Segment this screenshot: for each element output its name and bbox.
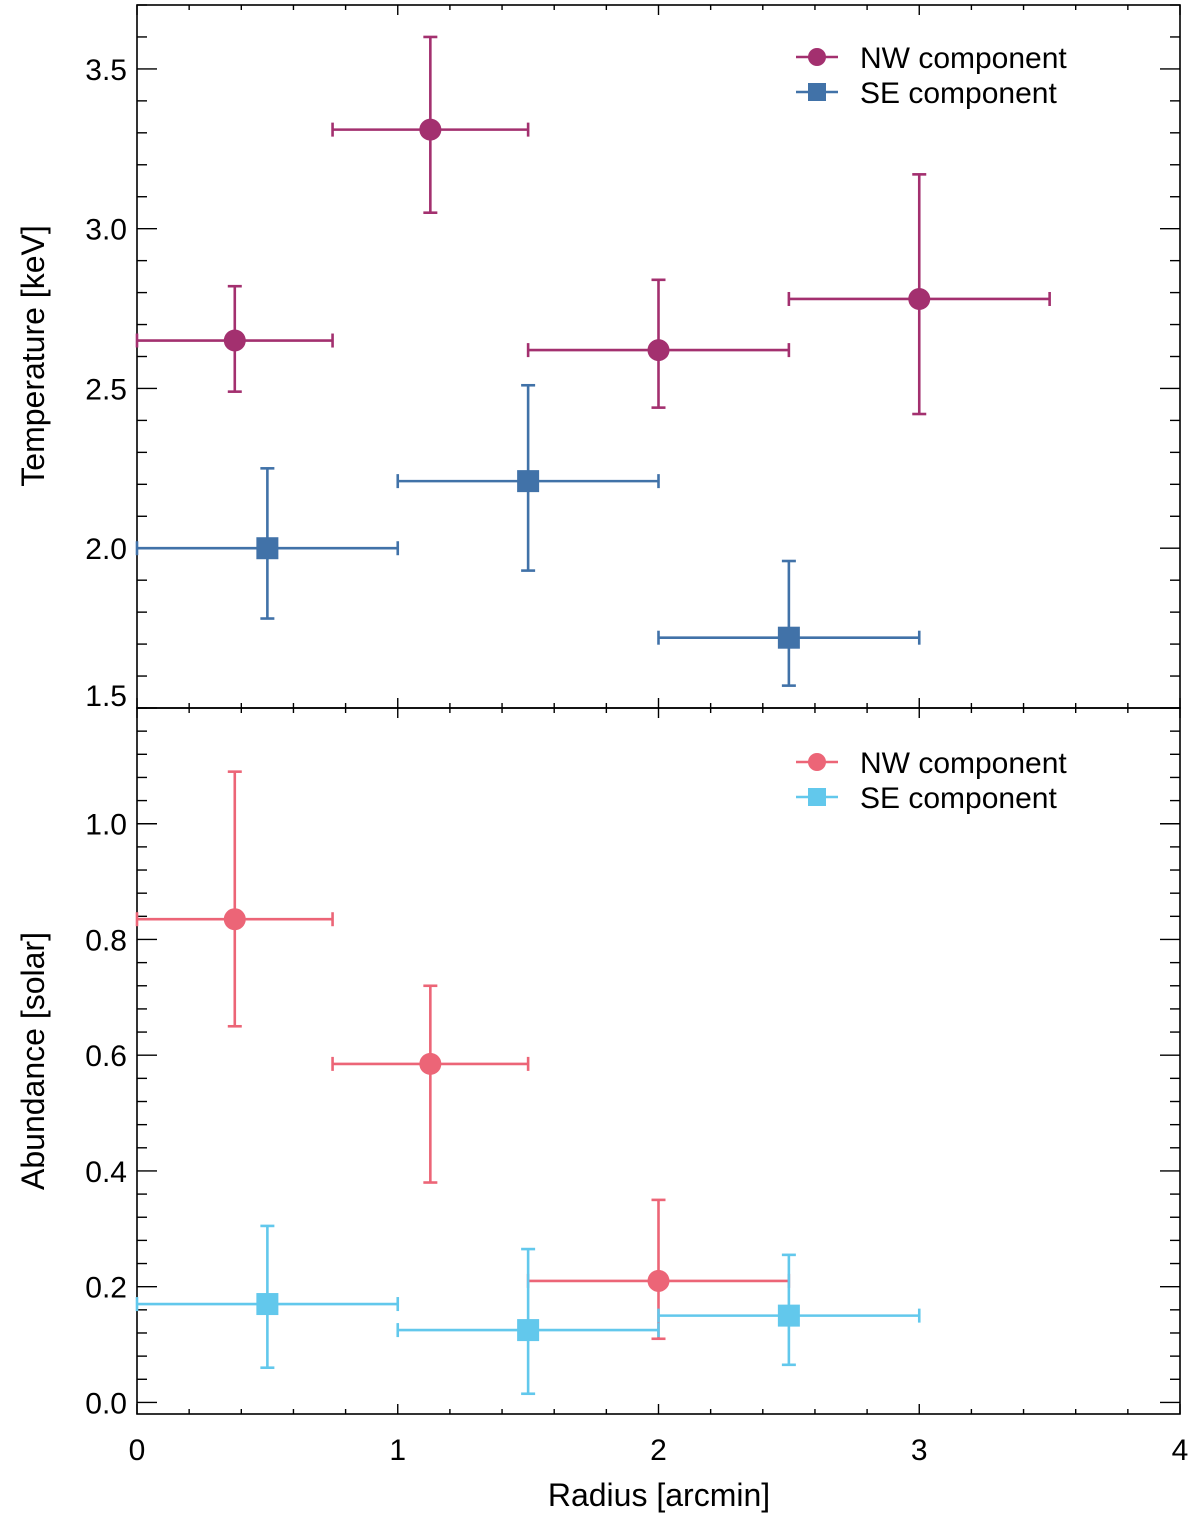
circle-marker — [908, 287, 931, 310]
data-point — [135, 770, 334, 1028]
y-axis-title: Temperature [keV] — [15, 225, 51, 486]
data-point — [657, 559, 921, 687]
square-marker — [777, 1304, 800, 1327]
y-tick-label: 1.0 — [85, 809, 127, 842]
x-tick-label: 1 — [389, 1434, 406, 1467]
y-tick-label: 0.2 — [85, 1272, 127, 1305]
legend-entry: NW component — [796, 747, 1067, 780]
legend-label: SE component — [860, 77, 1057, 110]
data-point — [396, 1247, 660, 1396]
y-tick-label: 0.6 — [85, 1040, 127, 1073]
legend-label: SE component — [860, 782, 1057, 815]
x-axis-title: Radius [arcmin] — [548, 1477, 770, 1513]
legend-square-marker — [808, 788, 826, 806]
legend-entry: SE component — [796, 77, 1057, 110]
data-point — [135, 467, 400, 620]
y-axis-title: Abundance [solar] — [15, 932, 51, 1190]
y-tick-label: 0.0 — [85, 1387, 127, 1420]
square-marker — [256, 537, 279, 560]
square-marker — [517, 1319, 540, 1342]
y-tick-label: 3.5 — [85, 54, 127, 87]
data-point — [135, 1224, 400, 1370]
legend-circle-marker — [808, 753, 826, 771]
legend-label: NW component — [860, 42, 1067, 75]
x-tick-label: 4 — [1172, 1434, 1189, 1467]
legend-circle-marker — [808, 48, 826, 66]
square-marker — [256, 1293, 279, 1316]
circle-marker — [223, 329, 246, 352]
data-point — [331, 35, 530, 215]
temperature-panel: 1.5 2.0 2.5 3.0 3.5 Temperature [keV] NW compo… — [15, 4, 1181, 713]
data-point — [331, 984, 530, 1184]
circle-marker — [419, 1052, 442, 1075]
legend-entry: SE component — [796, 782, 1057, 815]
legend-square-marker — [808, 83, 826, 101]
y-tick-label: 0.8 — [85, 924, 127, 957]
y-tick-label: 1.5 — [85, 680, 127, 713]
abundance-panel: 0.0 0.2 0.4 0.6 0.8 1.0 0 1 2 3 4 Abundance [solar]… — [15, 707, 1189, 1513]
data-point — [657, 1253, 921, 1367]
y-tick-label: 2.0 — [85, 533, 127, 566]
legend-label: NW component — [860, 747, 1067, 780]
x-tick-label: 2 — [650, 1434, 667, 1467]
legend-entry: NW component — [796, 42, 1067, 75]
x-tick-label: 0 — [129, 1434, 146, 1467]
data-point — [526, 278, 791, 409]
x-tick-label: 3 — [911, 1434, 928, 1467]
data-point — [787, 173, 1051, 416]
y-tick-label: 0.4 — [85, 1156, 127, 1189]
square-marker — [777, 626, 800, 649]
circle-marker — [647, 1269, 670, 1292]
square-marker — [517, 470, 540, 493]
data-point — [396, 383, 660, 572]
data-point — [135, 284, 334, 393]
y-tick-label: 2.5 — [85, 373, 127, 406]
circle-marker — [419, 118, 442, 141]
circle-marker — [647, 339, 670, 362]
circle-marker — [223, 908, 246, 931]
y-tick-label: 3.0 — [85, 214, 127, 247]
